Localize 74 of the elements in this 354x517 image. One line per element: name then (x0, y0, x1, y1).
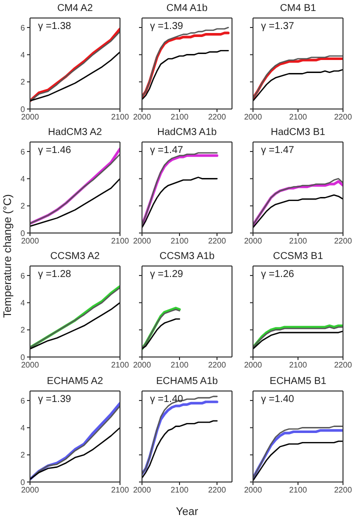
x-tick-label: 2100 (170, 236, 189, 246)
chart-title: CM4 A1b (165, 2, 209, 16)
x-tick-label: 2200 (334, 360, 352, 370)
y-tick-label: 6 (20, 396, 26, 406)
x-tick-label: 2200 (334, 486, 352, 495)
chart-title: ECHAM5 B1 (268, 375, 328, 389)
x-tick-label: 2100 (170, 112, 189, 122)
chart-title: ECHAM5 A1b (155, 375, 219, 389)
x-tick-label: 2100 (170, 486, 189, 495)
annotation: γ =1.40 (150, 394, 184, 405)
y-tick-label: 2 (20, 326, 26, 335)
y-tick-label: 6 (20, 271, 26, 280)
y-tick-label: 0 (20, 478, 26, 487)
y-tick-label: 2 (20, 202, 26, 211)
y-tick-label: 4 (20, 50, 26, 60)
annotation: γ =1.28 (38, 269, 72, 280)
y-tick-label: 0 (20, 352, 26, 362)
x-tick-label: 2200 (208, 112, 226, 122)
x-tick-label: 2000 (244, 360, 262, 370)
x-tick-label: 2100 (111, 236, 130, 246)
y-tick-label: 0 (20, 228, 26, 238)
x-tick-label: 2000 (244, 236, 262, 246)
x-tick-label: 2000 (21, 486, 40, 495)
x-tick-label: 2100 (170, 360, 189, 370)
x-tick-label: 2000 (133, 236, 152, 246)
y-tick-label: 0 (20, 104, 26, 114)
x-tick-label: 2100 (289, 486, 308, 495)
annotation: γ =1.46 (38, 145, 72, 156)
annotation: γ =1.29 (150, 269, 184, 280)
x-tick-label: 2100 (111, 486, 130, 495)
annotation: γ =1.47 (150, 145, 184, 156)
x-tick-label: 2000 (133, 486, 152, 495)
annotation: γ =1.38 (38, 21, 72, 32)
y-axis-title: Temperature change (°C) (2, 194, 14, 318)
x-tick-label: 2000 (133, 360, 152, 370)
annotation: γ =1.26 (261, 269, 294, 280)
x-tick-label: 2200 (334, 236, 352, 246)
annotation: γ =1.40 (261, 394, 294, 405)
annotation: γ =1.39 (38, 394, 72, 405)
chart-title: CM4 B1 (278, 2, 318, 16)
x-tick-label: 2000 (133, 112, 152, 122)
chart-title: HadCM3 A1b (156, 126, 218, 140)
x-tick-label: 2100 (289, 112, 308, 122)
chart-title: HadCM3 A2 (47, 126, 103, 140)
x-tick-label: 2000 (21, 360, 40, 370)
annotation: γ =1.47 (261, 145, 294, 156)
y-tick-label: 4 (20, 424, 26, 433)
x-tick-label: 2000 (244, 486, 262, 495)
x-axis-title: Year (174, 506, 200, 517)
annotation: γ =1.39 (150, 21, 184, 32)
x-tick-label: 2200 (208, 236, 226, 246)
x-tick-label: 2000 (21, 236, 40, 246)
y-tick-label: 2 (20, 450, 26, 460)
x-tick-label: 2100 (111, 360, 130, 370)
chart-title: CCSM3 A1b (158, 250, 216, 264)
x-tick-label: 2200 (208, 486, 226, 495)
chart-title: ECHAM5 A2 (46, 375, 104, 389)
x-tick-label: 2100 (111, 112, 130, 122)
chart-title: CM4 A2 (56, 2, 94, 16)
y-tick-label: 4 (20, 174, 26, 184)
x-tick-label: 2000 (21, 112, 40, 122)
x-tick-label: 2100 (289, 360, 308, 370)
x-tick-label: 2200 (334, 112, 352, 122)
x-tick-label: 2000 (244, 112, 262, 122)
chart-title: CCSM3 B1 (272, 250, 324, 264)
y-tick-label: 2 (20, 78, 26, 87)
chart-title: CCSM3 A2 (49, 250, 101, 264)
y-tick-label: 6 (20, 147, 26, 156)
y-tick-label: 6 (20, 23, 26, 32)
x-tick-label: 2200 (208, 360, 226, 370)
chart-title: HadCM3 B1 (270, 126, 326, 140)
annotation: γ =1.37 (261, 21, 294, 32)
x-tick-label: 2100 (289, 236, 308, 246)
y-tick-label: 4 (20, 298, 26, 308)
